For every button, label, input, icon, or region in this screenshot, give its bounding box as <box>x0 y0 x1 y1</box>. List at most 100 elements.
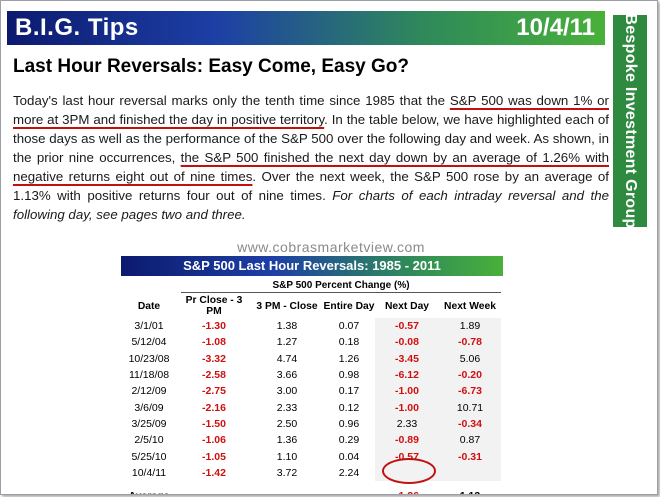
sidebar-brand: Bespoke Investment Group <box>613 15 647 227</box>
table-cell: 2/5/10 <box>134 434 164 447</box>
table-row: 3/25/09 -1.50 2.50 0.96 2.33 -0.34 <box>121 415 501 433</box>
text-segment: Today's last hour reversal marks only th… <box>13 93 450 108</box>
table-cell: -0.31 <box>439 448 501 465</box>
table-row: 5/25/10 -1.05 1.10 0.04 -0.57 -0.31 <box>121 448 501 465</box>
average-cell <box>177 481 251 494</box>
average-cell <box>251 481 323 494</box>
table-cell: 1.27 <box>276 336 298 349</box>
table-title: S&P 500 Last Hour Reversals: 1985 - 2011 <box>121 256 503 276</box>
table-cell: 2.33 <box>375 415 439 433</box>
table-cell: 3.72 <box>276 466 298 479</box>
table-row: 10/4/11 -1.42 3.72 2.24 <box>121 464 501 481</box>
table-cell: -1.06 <box>202 434 226 447</box>
table-cell: -1.42 <box>202 466 226 479</box>
table-cell: 1.38 <box>276 320 298 333</box>
average-cell <box>323 481 375 494</box>
table-row: 11/18/08 -2.58 3.66 0.98 -6.12 -0.20 <box>121 366 501 384</box>
table-cell: -1.08 <box>202 336 226 349</box>
table-cell: -0.08 <box>375 334 439 351</box>
table-body: 3/1/01 -1.30 1.38 0.07 -0.57 1.89 5/12/04 -1.08… <box>121 318 501 494</box>
table-row: 10/23/08 -3.32 4.74 1.26 -3.45 5.06 <box>121 350 501 367</box>
watermark: www.cobrasmarketview.com <box>237 239 425 255</box>
article-paragraph: Today's last hour reversal marks only th… <box>13 91 609 224</box>
text-segment: . Over the next week, the S&P 500 rose b… <box>13 169 609 203</box>
table-cell: 1.36 <box>276 434 298 447</box>
table-cell: 2.24 <box>338 466 360 479</box>
column-header: Next Week <box>444 300 496 312</box>
table-cell: -0.78 <box>439 334 501 351</box>
column-header: Entire Day <box>323 300 375 312</box>
table-cell: 4.74 <box>276 352 298 365</box>
table-cell: -1.30 <box>202 320 226 333</box>
article-body: Today's last hour reversal marks only th… <box>13 91 609 224</box>
table-row: 3/1/01 -1.30 1.38 0.07 -0.57 1.89 <box>121 318 501 335</box>
table-cell: -3.45 <box>375 350 439 367</box>
table-cell: 2/12/09 <box>131 385 167 398</box>
table-cell: 0.87 <box>439 432 501 449</box>
table-row: 5/12/04 -1.08 1.27 0.18 -0.08 -0.78 <box>121 334 501 351</box>
header-date: 10/4/11 <box>516 14 595 41</box>
underlined-text: the S&P 500 finished the next day down b… <box>13 150 610 184</box>
average-highlight-circle <box>382 458 436 484</box>
reversals-table-block: S&P 500 Last Hour Reversals: 1985 - 2011… <box>121 256 503 494</box>
column-header: Pr Close - 3 PM <box>185 295 243 317</box>
table-cell: -1.50 <box>202 417 226 430</box>
table-cell: -0.57 <box>375 318 439 335</box>
table-subtitle: S&P 500 Percent Change (%) <box>181 280 501 293</box>
table-cell: 0.96 <box>338 417 360 430</box>
table-cell: 0.98 <box>338 369 360 382</box>
table-cell: -1.00 <box>375 399 439 416</box>
table-cell: -0.34 <box>439 415 501 433</box>
table-cell: 3/6/09 <box>134 401 164 414</box>
table-row: 3/6/09 -2.16 2.33 0.12 -1.00 10.71 <box>121 399 501 416</box>
table-cell: 0.17 <box>338 385 360 398</box>
reversals-table: Date Pr Close - 3 PM 3 PM - Close Entire Da… <box>121 294 501 494</box>
table-cell: 0.29 <box>338 434 360 447</box>
table-cell: 3/25/09 <box>131 417 167 430</box>
table-cell: -2.58 <box>202 369 226 382</box>
page-title: Last Hour Reversals: Easy Come, Easy Go? <box>13 56 409 77</box>
average-cell: 1.13 <box>439 481 501 494</box>
table-cell: 5/25/10 <box>131 450 167 463</box>
column-header: Date <box>137 300 161 312</box>
table-cell: 0.04 <box>338 450 360 463</box>
table-cell: -6.12 <box>375 366 439 384</box>
table-cell: 5.06 <box>439 350 501 367</box>
average-cell: -1.26 <box>375 481 439 494</box>
table-cell: 11/18/08 <box>128 369 170 382</box>
italic-note: For charts of each intraday reversal and… <box>13 188 609 222</box>
column-header: Next Day <box>384 300 430 312</box>
table-cell: 3.66 <box>276 369 298 382</box>
table-cell: -1.05 <box>202 450 226 463</box>
brand-title: B.I.G. Tips <box>15 14 139 41</box>
table-cell <box>439 464 501 481</box>
table-cell: 10.71 <box>439 399 501 416</box>
table-cell: -0.20 <box>439 366 501 384</box>
table-cell: 1.10 <box>276 450 298 463</box>
table-header-row: Date Pr Close - 3 PM 3 PM - Close Entire Da… <box>121 294 501 318</box>
table-cell: 10/23/08 <box>128 352 170 365</box>
table-cell: -2.75 <box>202 385 226 398</box>
average-row: Average -1.261.13 <box>121 481 501 494</box>
average-cell: Average <box>121 481 177 494</box>
header-banner: B.I.G. Tips 10/4/11 <box>7 11 605 45</box>
table-cell: -6.73 <box>439 383 501 400</box>
table-cell: -3.32 <box>202 352 226 365</box>
table-cell: 0.12 <box>338 401 360 414</box>
column-header: 3 PM - Close <box>256 300 318 312</box>
table-cell: -1.00 <box>375 383 439 400</box>
table-cell: 0.18 <box>338 336 360 349</box>
table-cell: 10/4/11 <box>131 466 167 479</box>
table-cell: 1.26 <box>338 352 360 365</box>
table-cell: 1.89 <box>439 318 501 335</box>
sidebar-label: Bespoke Investment Group <box>622 15 639 227</box>
table-cell: -0.89 <box>375 432 439 449</box>
table-cell: 3.00 <box>276 385 298 398</box>
table-cell: 0.07 <box>338 320 360 333</box>
text-segment: . In the table below, we have highlighte… <box>13 112 609 165</box>
underlined-text: S&P 500 was down 1% or more at 3PM and f… <box>13 93 609 127</box>
table-cell: 2.50 <box>276 417 298 430</box>
table-row: 2/12/09 -2.75 3.00 0.17 -1.00 -6.73 <box>121 383 501 400</box>
table-cell: 5/12/04 <box>131 336 167 349</box>
